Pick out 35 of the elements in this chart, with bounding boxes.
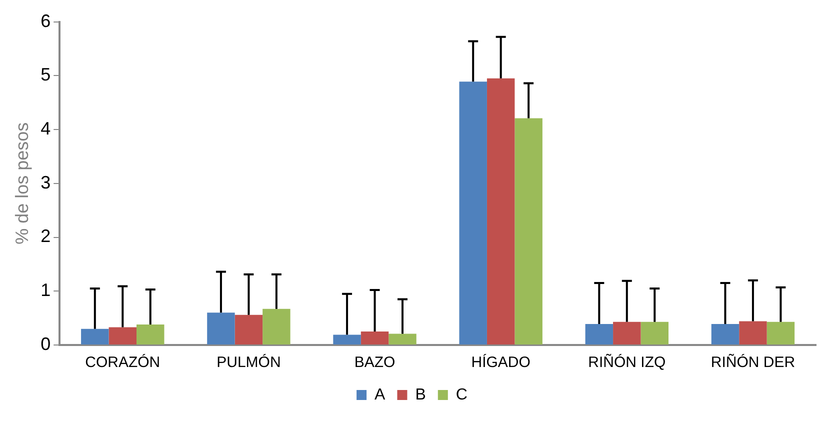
bar (333, 334, 361, 344)
x-tick-label: CORAZÓN (85, 353, 160, 372)
legend-label: C (456, 386, 468, 404)
x-tick-label: RIÑÓN IZQ (588, 353, 666, 372)
bar (262, 308, 290, 344)
x-tick-label: RIÑÓN DER (710, 353, 796, 372)
y-tick-label: 5 (40, 64, 51, 85)
bar (459, 82, 487, 344)
bar (766, 322, 795, 344)
y-tick-label: 1 (40, 280, 51, 300)
bar (234, 314, 263, 344)
bar (360, 332, 389, 344)
y-tick-label: 4 (40, 118, 51, 138)
x-tick-label: BAZO (354, 354, 396, 372)
legend-label: B (415, 386, 426, 404)
bar (388, 334, 416, 344)
x-tick-label: PULMÓN (216, 353, 281, 372)
y-tick-label: 3 (40, 172, 51, 192)
bar (739, 321, 767, 344)
bar (136, 324, 164, 344)
bar (711, 324, 740, 344)
bar (486, 78, 515, 344)
y-tick-label: 2 (40, 226, 51, 246)
y-axis-title: % de los pesos (12, 122, 32, 244)
y-tick-label: 6 (40, 10, 51, 31)
y-tick-label: 0 (40, 334, 51, 354)
bar (207, 312, 235, 344)
bar (613, 322, 641, 344)
bar (514, 118, 542, 344)
bar (108, 327, 137, 344)
bar (81, 328, 109, 344)
bar (585, 324, 614, 344)
bar (640, 322, 669, 344)
legend-label: A (374, 386, 386, 404)
x-tick-label: HÍGADO (471, 353, 530, 372)
